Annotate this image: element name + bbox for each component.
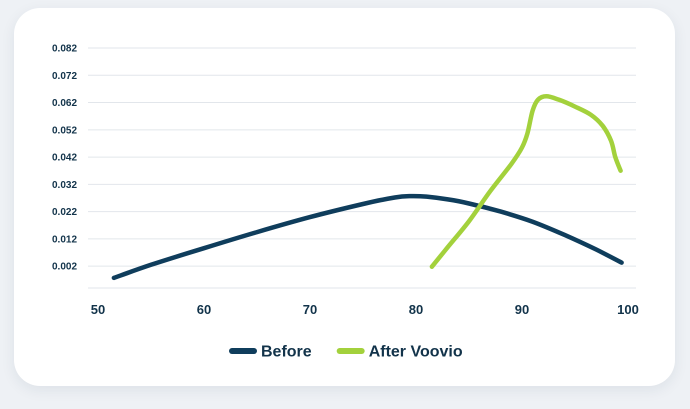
series-line-after-voovio <box>429 94 623 269</box>
y-tick-label: 0.072 <box>52 71 77 82</box>
x-tick-label: 60 <box>197 302 211 317</box>
grid <box>88 47 636 289</box>
x-tick-label: 80 <box>409 302 423 317</box>
x-axis-ticks: 50 60 70 80 90 100 <box>91 302 639 317</box>
x-tick-label: 100 <box>617 302 639 317</box>
y-tick-label: 0.032 <box>52 180 77 191</box>
y-tick-label: 0.002 <box>52 262 77 273</box>
legend-item-after-voovio: After Voovio <box>336 344 463 361</box>
y-tick-label: 0.022 <box>52 207 77 218</box>
legend: Before After Voovio <box>229 344 463 361</box>
y-tick-label: 0.052 <box>52 125 77 136</box>
x-tick-label: 70 <box>303 302 317 317</box>
y-tick-label: 0.012 <box>52 234 77 245</box>
x-tick-label: 90 <box>515 302 529 317</box>
y-axis-ticks: 0.082 0.072 0.062 0.052 0.042 0.032 0.022 0.012… <box>52 44 77 273</box>
y-tick-label: 0.042 <box>52 153 77 164</box>
series-line-before <box>111 193 624 281</box>
legend-label: After Voovio <box>369 344 463 361</box>
y-tick-label: 0.082 <box>52 44 77 55</box>
y-tick-label: 0.062 <box>52 98 77 109</box>
legend-label: Before <box>261 344 312 361</box>
series-lines <box>111 94 624 281</box>
legend-item-before: Before <box>229 344 312 361</box>
x-tick-label: 50 <box>91 302 105 317</box>
chart-card <box>14 8 675 386</box>
